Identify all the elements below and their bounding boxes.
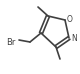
Text: O: O <box>67 15 73 24</box>
Text: Br: Br <box>6 38 16 46</box>
Text: N: N <box>71 34 77 42</box>
